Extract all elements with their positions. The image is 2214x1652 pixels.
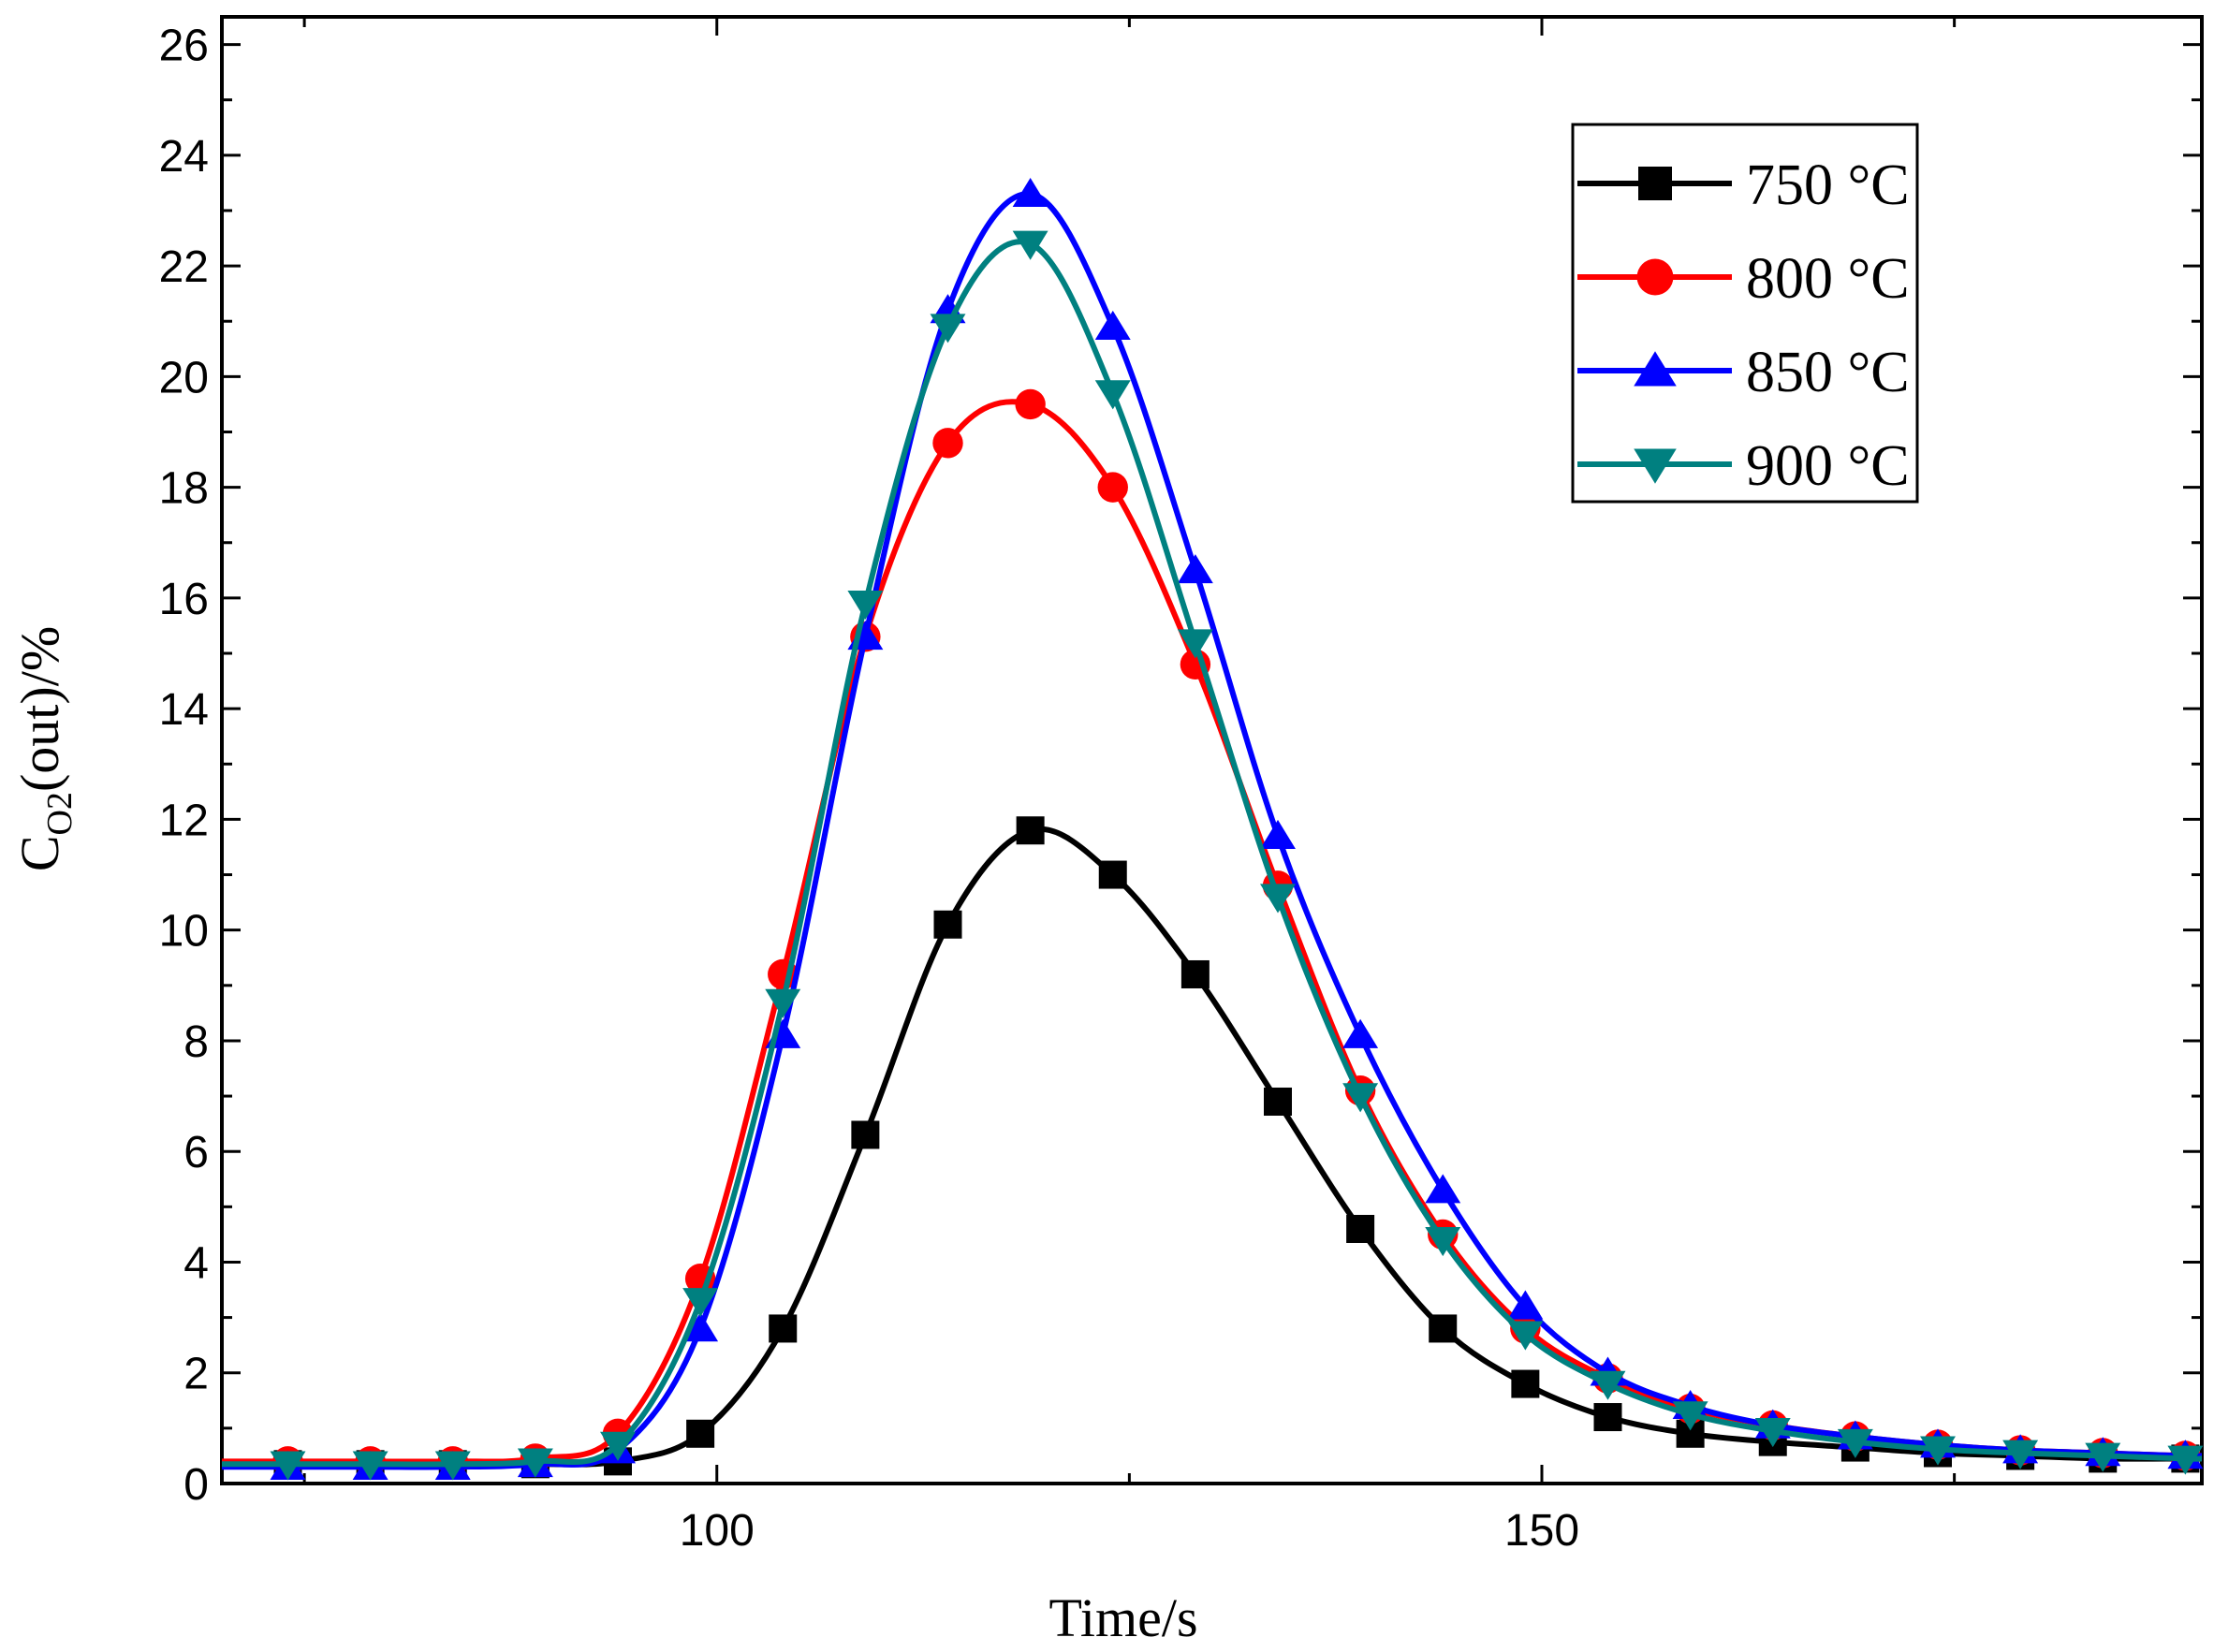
y-tick-label: 20 bbox=[159, 353, 209, 402]
y-axis-title-rest: (out)/% bbox=[9, 626, 70, 792]
square-marker bbox=[1016, 816, 1045, 845]
series-square bbox=[222, 816, 2202, 1479]
y-axis-title-main: C bbox=[9, 835, 70, 871]
y-axis-title-subscript: O2 bbox=[40, 792, 80, 835]
triangle-up-marker bbox=[1507, 1290, 1544, 1320]
y-tick-label: 14 bbox=[159, 685, 209, 735]
square-marker bbox=[1098, 860, 1127, 889]
legend: 750 °C 800 °C 850 °C 900 °C bbox=[1571, 123, 1919, 504]
legend-box bbox=[1571, 123, 1919, 504]
x-tick-label: 100 bbox=[680, 1506, 755, 1556]
triangle-down-marker bbox=[930, 314, 966, 344]
legend-label: 900 °C bbox=[1746, 434, 1910, 498]
triangle-down-marker bbox=[1634, 448, 1677, 484]
triangle-down-marker bbox=[1507, 1321, 1544, 1351]
triangle-up-marker bbox=[1260, 819, 1296, 849]
triangle-down-marker bbox=[2002, 1440, 2039, 1469]
y-axis-title: CO2(out)/% bbox=[9, 626, 80, 871]
axis-titles: Time/s CO2(out)/% bbox=[9, 626, 1198, 1648]
y-tick-label: 6 bbox=[183, 1128, 209, 1177]
triangle-up-marker bbox=[682, 1312, 719, 1342]
square-marker bbox=[769, 1314, 798, 1343]
y-tick-label: 0 bbox=[183, 1460, 209, 1510]
triangle-up-marker bbox=[1342, 1018, 1379, 1048]
square-marker bbox=[1638, 167, 1672, 200]
y-tick-label: 18 bbox=[159, 464, 209, 514]
square-marker bbox=[1180, 959, 1210, 988]
y-tick-label: 12 bbox=[159, 796, 209, 845]
series-circle bbox=[221, 388, 2203, 1477]
square-marker bbox=[1593, 1403, 1622, 1432]
triangle-down-marker bbox=[1012, 230, 1048, 260]
triangle-down-marker bbox=[765, 988, 801, 1018]
triangle-down-marker bbox=[2085, 1442, 2121, 1472]
legend-label: 850 °C bbox=[1746, 341, 1910, 404]
y-tick-label: 10 bbox=[159, 907, 209, 957]
triangle-down-marker bbox=[1094, 380, 1131, 410]
circle-marker bbox=[1015, 388, 1046, 420]
triangle-up-marker bbox=[1425, 1174, 1461, 1204]
series-line bbox=[221, 399, 2203, 1465]
triangle-up-marker bbox=[1094, 310, 1131, 340]
square-marker bbox=[1264, 1087, 1292, 1116]
x-tick-label: 150 bbox=[1504, 1506, 1579, 1556]
series-line bbox=[222, 826, 2202, 1468]
circle-marker bbox=[1097, 472, 1128, 503]
y-tick-label: 22 bbox=[159, 242, 209, 292]
triangle-down-marker bbox=[1260, 884, 1296, 914]
y-tick-label: 8 bbox=[183, 1017, 209, 1067]
triangle-down-marker bbox=[434, 1451, 471, 1481]
circle-marker bbox=[1636, 258, 1674, 296]
triangle-down-marker bbox=[1177, 629, 1213, 659]
y-tick-label: 26 bbox=[159, 22, 209, 71]
legend-item: 750 °C bbox=[1577, 154, 1910, 217]
square-marker bbox=[1346, 1214, 1375, 1243]
triangle-down-marker bbox=[600, 1431, 636, 1461]
circle-marker bbox=[932, 428, 963, 459]
triangle-down-marker bbox=[1837, 1428, 1873, 1458]
triangle-up-marker bbox=[1012, 177, 1048, 208]
triangle-up-marker bbox=[1634, 351, 1677, 387]
triangle-up-marker bbox=[1177, 554, 1213, 584]
triangle-down-marker bbox=[1342, 1083, 1379, 1113]
y-tick-label: 2 bbox=[183, 1350, 209, 1399]
legend-label: 800 °C bbox=[1746, 247, 1910, 311]
square-marker bbox=[851, 1120, 880, 1149]
y-tick-label: 4 bbox=[183, 1238, 209, 1288]
series-group bbox=[221, 177, 2204, 1481]
x-axis-title: Time/s bbox=[1048, 1587, 1197, 1648]
legend-item: 800 °C bbox=[1577, 247, 1910, 311]
legend-item: 850 °C bbox=[1577, 341, 1910, 404]
square-marker bbox=[933, 910, 962, 939]
y-tick-label: 24 bbox=[159, 132, 209, 182]
legend-label: 750 °C bbox=[1746, 154, 1910, 217]
y-tick-label: 16 bbox=[159, 575, 209, 624]
legend-item: 900 °C bbox=[1577, 434, 1910, 498]
triangle-down-marker bbox=[517, 1448, 553, 1478]
series-triangle-down bbox=[222, 230, 2204, 1481]
triangle-down-marker bbox=[1425, 1227, 1461, 1257]
triangle-down-marker bbox=[1672, 1401, 1708, 1431]
triangle-down-marker bbox=[352, 1451, 389, 1481]
square-marker bbox=[1511, 1369, 1540, 1398]
triangle-down-marker bbox=[270, 1451, 306, 1481]
triangle-down-marker bbox=[847, 591, 884, 621]
plot-frame bbox=[220, 15, 2204, 1485]
square-marker bbox=[1429, 1314, 1458, 1343]
triangle-down-marker bbox=[1754, 1418, 1791, 1448]
triangle-down-marker bbox=[1590, 1370, 1626, 1400]
triangle-down-marker bbox=[682, 1288, 719, 1318]
square-marker bbox=[686, 1419, 715, 1448]
triangle-down-marker bbox=[1920, 1436, 1956, 1466]
triangle-down-marker bbox=[2167, 1445, 2204, 1475]
